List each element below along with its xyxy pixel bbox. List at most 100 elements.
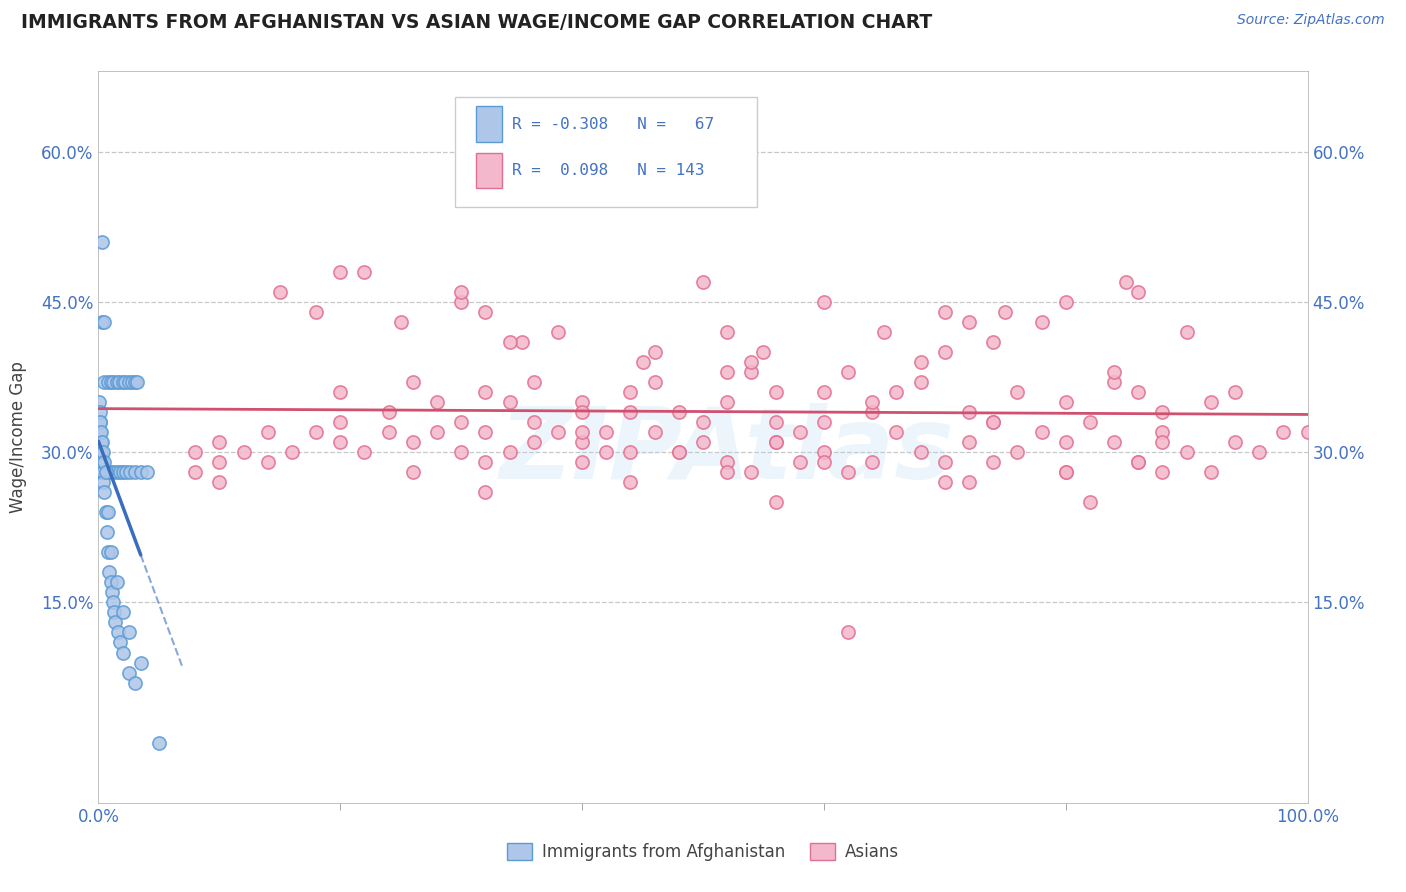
Point	[1175, 445, 1198, 459]
Point	[523, 375, 546, 389]
Point	[1175, 325, 1198, 339]
Point	[1102, 435, 1125, 450]
Y-axis label: Wage/Income Gap: Wage/Income Gap	[10, 361, 27, 513]
Point	[97, 375, 120, 389]
Point	[1223, 435, 1246, 450]
Point	[934, 475, 956, 490]
Point	[619, 475, 641, 490]
Point	[981, 415, 1004, 429]
Point	[184, 465, 207, 479]
Point	[886, 384, 908, 399]
Point	[329, 384, 352, 399]
Point	[474, 425, 496, 439]
Point	[402, 375, 425, 389]
Point	[1296, 425, 1319, 439]
Point	[93, 485, 115, 500]
Point	[1078, 415, 1101, 429]
Point	[644, 425, 666, 439]
Point	[353, 265, 375, 279]
Point	[644, 345, 666, 359]
Point	[716, 395, 738, 409]
Point	[91, 475, 114, 490]
Point	[523, 435, 546, 450]
Point	[101, 375, 124, 389]
Point	[97, 465, 120, 479]
Point	[91, 465, 114, 479]
Point	[91, 315, 114, 329]
Point	[450, 285, 472, 299]
Point	[450, 415, 472, 429]
Point	[860, 455, 883, 469]
Point	[94, 465, 117, 479]
Point	[498, 334, 520, 349]
Point	[389, 315, 412, 329]
Point	[353, 445, 375, 459]
Point	[93, 315, 115, 329]
Legend: Immigrants from Afghanistan, Asians: Immigrants from Afghanistan, Asians	[501, 836, 905, 868]
Point	[93, 455, 115, 469]
Point	[765, 384, 787, 399]
Point	[100, 545, 122, 559]
Bar	[475, 153, 502, 187]
Text: R =  0.098   N = 143: R = 0.098 N = 143	[512, 162, 704, 178]
Point	[813, 445, 835, 459]
Point	[129, 656, 152, 670]
Point	[281, 445, 304, 459]
Bar	[475, 106, 502, 142]
Point	[571, 405, 593, 419]
Point	[837, 465, 859, 479]
Point	[97, 505, 120, 519]
Point	[118, 465, 141, 479]
Point	[981, 334, 1004, 349]
Point	[105, 465, 128, 479]
Point	[813, 384, 835, 399]
Point	[1054, 294, 1077, 309]
Point	[1128, 384, 1150, 399]
Point	[107, 625, 129, 640]
Point	[1007, 384, 1029, 399]
Point	[765, 415, 787, 429]
Point	[1031, 315, 1053, 329]
Text: R = -0.308   N =   67: R = -0.308 N = 67	[512, 117, 714, 131]
Point	[90, 445, 112, 459]
Point	[498, 445, 520, 459]
Point	[765, 435, 787, 450]
Point	[837, 625, 859, 640]
Point	[571, 425, 593, 439]
Point	[305, 425, 328, 439]
Point	[94, 465, 117, 479]
Point	[256, 455, 278, 469]
Point	[269, 285, 291, 299]
Point	[1128, 455, 1150, 469]
Point	[631, 355, 654, 369]
Point	[595, 445, 617, 459]
Point	[89, 405, 111, 419]
Point	[1102, 375, 1125, 389]
Point	[740, 365, 762, 379]
Point	[148, 736, 170, 750]
Point	[668, 405, 690, 419]
Point	[498, 395, 520, 409]
Point	[1199, 395, 1222, 409]
Point	[957, 435, 980, 450]
Point	[124, 375, 146, 389]
Point	[450, 445, 472, 459]
Point	[402, 435, 425, 450]
Point	[111, 465, 134, 479]
Point	[208, 475, 231, 490]
Point	[329, 265, 352, 279]
Point	[716, 365, 738, 379]
Point	[89, 415, 111, 429]
Point	[668, 445, 690, 459]
Point	[981, 455, 1004, 469]
Point	[692, 275, 714, 289]
Point	[716, 325, 738, 339]
Point	[668, 445, 690, 459]
Point	[118, 665, 141, 680]
Point	[510, 334, 533, 349]
Point	[789, 455, 811, 469]
Point	[111, 646, 134, 660]
Point	[692, 435, 714, 450]
Point	[129, 465, 152, 479]
Point	[1152, 425, 1174, 439]
